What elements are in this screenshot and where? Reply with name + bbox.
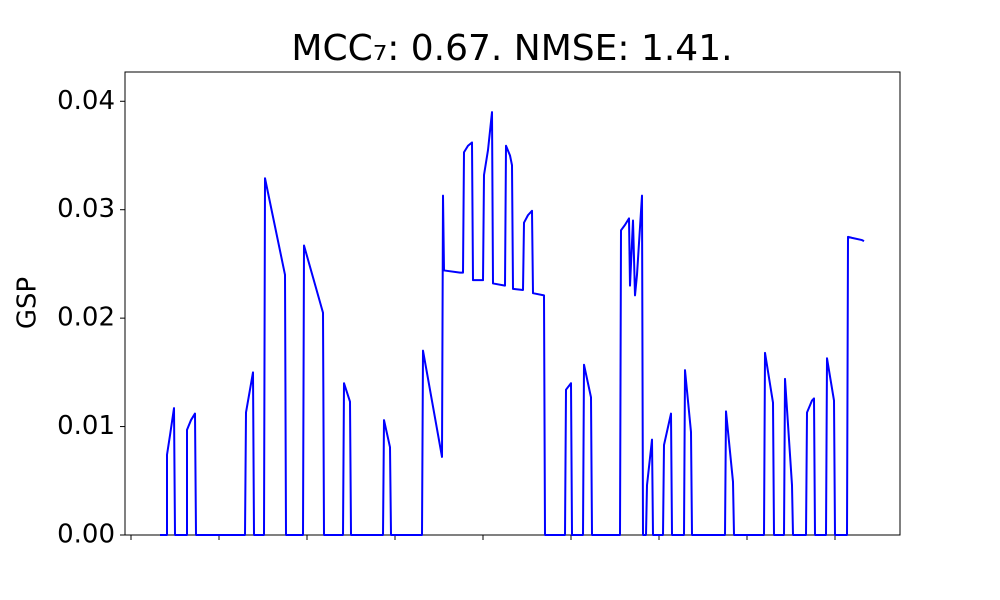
data-line	[160, 111, 865, 536]
y-tick-label: 0.02	[57, 303, 115, 333]
y-tick-label: 0.04	[57, 86, 115, 116]
plot-frame	[124, 71, 901, 536]
y-tick-label: 0.01	[57, 411, 115, 441]
y-tick-label: 0.00	[57, 520, 115, 550]
y-axis-label: GSP	[13, 277, 43, 329]
y-tick-label: 0.03	[57, 194, 115, 224]
chart-title: MCC₇: 0.67. NMSE: 1.41.	[291, 28, 732, 69]
